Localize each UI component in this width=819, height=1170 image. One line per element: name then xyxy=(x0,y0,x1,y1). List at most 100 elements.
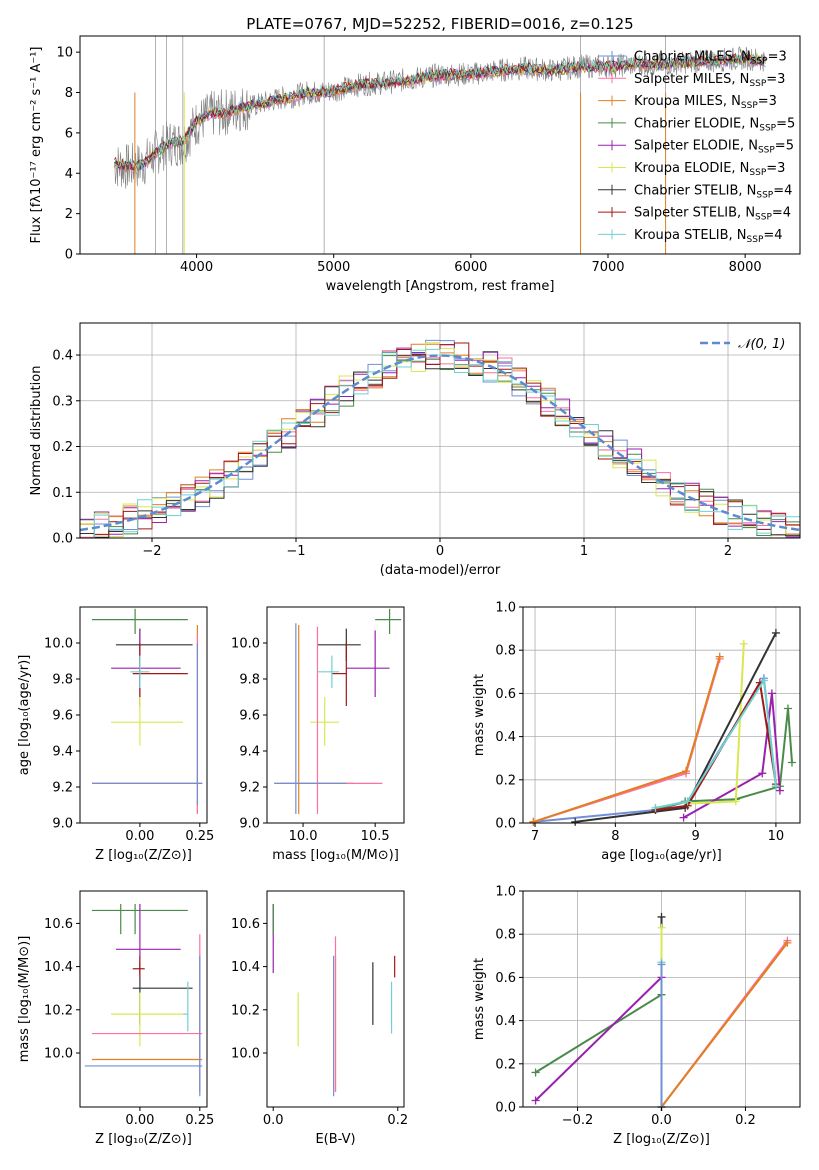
x-tick-label: 8 xyxy=(611,829,619,844)
x-axis-label: E(B-V) xyxy=(315,1132,355,1147)
legend-entry: Chabrier ELODIE, NSSP=5 xyxy=(634,116,795,133)
y-tick-label: 9.8 xyxy=(52,673,73,688)
x-axis-label: Z [log₁₀(Z/Z⊙)] xyxy=(613,1132,710,1147)
axes-frame xyxy=(79,606,208,824)
y-tick-label: 0.4 xyxy=(495,730,516,745)
y-tick-label: 10.0 xyxy=(44,1047,73,1062)
y-tick-label: 0.8 xyxy=(495,644,516,659)
axes-frame xyxy=(266,606,405,824)
y-tick-label: 10.6 xyxy=(44,917,73,932)
x-tick-label: 0.00 xyxy=(125,1113,154,1128)
normal-distribution-curve xyxy=(80,354,800,532)
axes-frame xyxy=(522,606,801,824)
x-tick-label: −0.2 xyxy=(562,1113,594,1128)
y-tick-label: 9.2 xyxy=(239,781,260,796)
mass-weight-marker xyxy=(758,769,767,778)
x-tick-label: 0 xyxy=(436,544,444,559)
mass-weight-marker xyxy=(657,960,666,969)
mass-weight-marker xyxy=(715,652,724,661)
legend-subscript: SSP xyxy=(758,146,775,156)
y-tick-label: 6 xyxy=(65,126,73,141)
x-tick-label: 0.25 xyxy=(185,1113,214,1128)
legend-suffix: =3 xyxy=(766,161,785,176)
age-vs-metallicity-panel: 0.00 0.25 9.0 9.2 9.4 9.6 9.8 10.0 Z [log₁₀(Z/Z⊙… xyxy=(17,606,214,863)
mass-weight-marker xyxy=(783,938,792,947)
legend-entry: Kroupa MILES, NSSP=3 xyxy=(634,94,777,111)
y-axis-label: Flux [fλ10⁻¹⁷ erg cm⁻² s⁻¹ A⁻¹] xyxy=(29,47,44,244)
mass-weight-marker xyxy=(775,786,784,795)
y-tick-label: 0.0 xyxy=(52,532,73,547)
y-tick-label: 0.6 xyxy=(495,971,516,986)
mass-weight-marker xyxy=(739,639,748,648)
y-tick-label: 8 xyxy=(65,86,73,101)
y-tick-label: 10.0 xyxy=(44,637,73,652)
y-tick-label: 0.4 xyxy=(495,1014,516,1029)
legend-subscript: SSP xyxy=(759,123,776,133)
y-tick-label: 2 xyxy=(65,207,73,222)
legend-suffix: =4 xyxy=(773,183,792,198)
y-tick-label: 0.2 xyxy=(495,1057,516,1072)
x-tick-label: 7000 xyxy=(591,260,624,275)
model-spectrum-line xyxy=(113,51,767,170)
y-tick-label: 1.0 xyxy=(495,601,516,616)
y-axis-label: mass [log₁₀(M/M⊙)] xyxy=(17,936,32,1063)
y-tick-label: 0.2 xyxy=(52,440,73,455)
mass-weight-marker xyxy=(531,1096,540,1105)
x-axis-label: age [log₁₀(age/yr)] xyxy=(601,848,722,863)
mass-vs-metallicity-panel: 0.00 0.25 10.0 10.2 10.4 10.6 Z [log₁₀(Z/Z⊙)] m… xyxy=(17,890,214,1147)
legend-subscript: SSP xyxy=(756,190,773,200)
legend-suffix: =3 xyxy=(768,50,787,65)
mass-weight-marker xyxy=(571,817,580,826)
x-tick-label: 0.2 xyxy=(735,1113,756,1128)
legend-suffix: =4 xyxy=(763,228,782,243)
x-tick-label: −1 xyxy=(286,544,305,559)
legend-subscript: SSP xyxy=(755,213,772,223)
y-tick-label: 9.6 xyxy=(239,709,260,724)
x-tick-label: 0.0 xyxy=(263,1113,284,1128)
x-axis-label: Z [log₁₀(Z/Z⊙)] xyxy=(95,848,192,863)
mass-weight-marker xyxy=(787,758,796,767)
mass-weight-line xyxy=(535,993,663,1074)
y-tick-label: 1.0 xyxy=(495,885,516,900)
mass-weight-marker xyxy=(679,813,688,822)
x-tick-label: 10 xyxy=(768,829,785,844)
mass-weight-marker xyxy=(783,704,792,713)
weight-vs-metallicity-panel: −0.2 0.0 0.2 0.0 0.2 0.4 0.6 0.8 1.0 Z [log₁₀(Z/Z… xyxy=(472,885,801,1147)
legend-subscript: SSP xyxy=(749,79,766,89)
x-tick-label: 4000 xyxy=(180,260,213,275)
mass-weight-marker xyxy=(681,767,690,776)
mass-weight-marker xyxy=(731,797,740,806)
y-tick-label: 10.2 xyxy=(231,1003,260,1018)
residual-histogram xyxy=(80,348,800,538)
mass-vs-ebv-panel: 0.0 0.2 10.0 10.2 10.4 10.6 E(B-V) xyxy=(231,890,408,1147)
y-tick-label: 0.6 xyxy=(495,687,516,702)
y-tick-label: 9.8 xyxy=(239,673,260,688)
x-tick-label: 10.0 xyxy=(289,829,318,844)
y-axis-label: mass weight xyxy=(472,674,487,756)
mass-weight-marker xyxy=(683,797,692,806)
legend: Chabrier MILES, NSSP=3 Salpeter MILES, NS… xyxy=(598,50,795,245)
y-axis-label: mass weight xyxy=(472,958,487,1040)
weight-vs-age-panel: 7 8 9 10 0.0 0.2 0.4 0.6 0.8 1.0 age [log₁₀(age/yr… xyxy=(472,601,801,863)
mass-weight-line xyxy=(655,679,777,811)
mass-weight-marker xyxy=(651,803,660,812)
mass-weight-marker xyxy=(767,689,776,698)
y-tick-label: 0.3 xyxy=(52,394,73,409)
y-tick-label: 10 xyxy=(56,46,73,61)
legend-subscript: SSP xyxy=(747,235,764,245)
legend-entry: Chabrier STELIB, NSSP=4 xyxy=(634,183,792,200)
age-vs-mass-panel: 10.0 10.5 9.0 9.2 9.4 9.6 9.8 10.0 mass [log₁₀(M… xyxy=(231,606,405,863)
y-tick-label: 0 xyxy=(65,248,73,263)
y-tick-label: 9.4 xyxy=(52,745,73,760)
mass-weight-line xyxy=(533,675,777,823)
x-tick-label: −2 xyxy=(142,544,161,559)
y-tick-label: 0.8 xyxy=(495,928,516,943)
mass-weight-line xyxy=(655,677,777,809)
mass-weight-marker xyxy=(657,923,666,932)
x-tick-label: 6000 xyxy=(454,260,487,275)
x-axis-label: mass [log₁₀(M/M⊙)] xyxy=(272,848,399,863)
y-tick-label: 9.2 xyxy=(52,781,73,796)
legend-entry: Salpeter STELIB, NSSP=4 xyxy=(634,206,791,223)
mass-weight-marker xyxy=(531,1068,540,1077)
